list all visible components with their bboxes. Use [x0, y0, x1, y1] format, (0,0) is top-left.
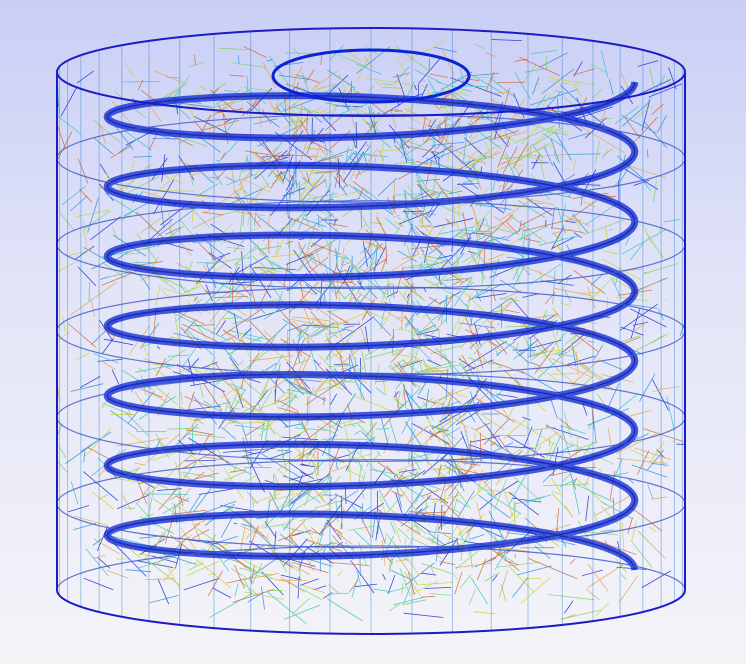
top-inner-ring — [271, 48, 471, 104]
bottom-rim — [56, 589, 686, 635]
mesh-edge-group — [57, 44, 681, 624]
mesh-edge-group — [56, 43, 679, 620]
coil-highlight — [106, 81, 636, 571]
helical-coil — [103, 48, 639, 571]
cylinder-outline — [56, 27, 686, 635]
